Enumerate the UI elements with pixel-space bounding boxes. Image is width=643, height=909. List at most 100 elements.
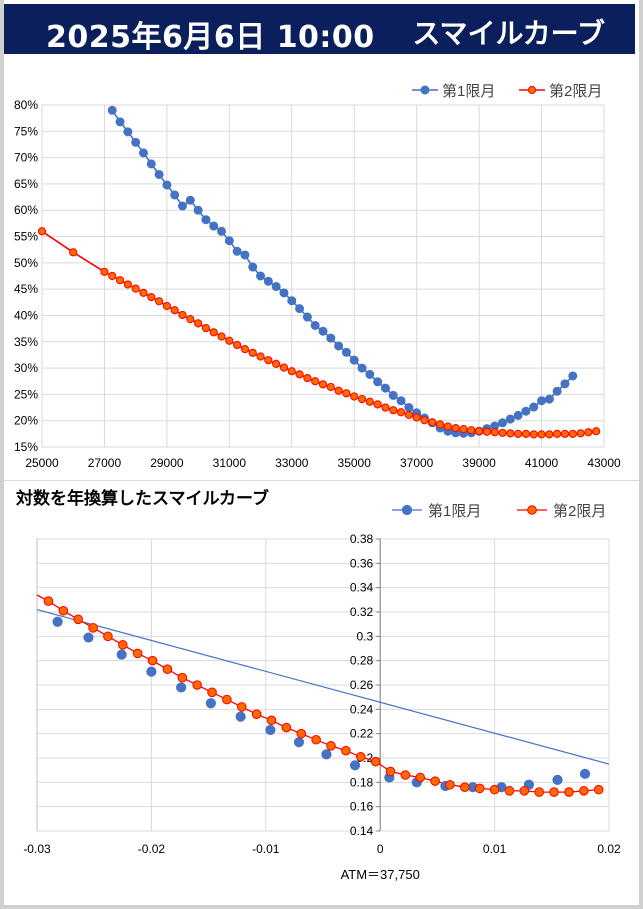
y-tick-label: 0.24 xyxy=(350,702,374,716)
data-point xyxy=(43,596,54,606)
data-point xyxy=(265,724,276,736)
data-point xyxy=(201,215,211,225)
data-point xyxy=(467,426,476,435)
data-point xyxy=(154,169,164,179)
data-point xyxy=(177,672,188,683)
data-point xyxy=(176,682,187,693)
data-point xyxy=(326,333,336,343)
data-point xyxy=(162,301,171,311)
data-point xyxy=(123,280,132,289)
y-tick-label: 45% xyxy=(14,282,38,296)
data-point xyxy=(579,786,589,796)
x-tick-label: 0.01 xyxy=(483,842,507,856)
data-point xyxy=(287,296,297,306)
data-point xyxy=(209,328,218,337)
y-tick-label: 0.18 xyxy=(350,775,374,789)
data-point xyxy=(568,371,578,381)
data-point xyxy=(217,332,226,341)
data-point xyxy=(225,336,234,345)
y-tick-label: 70% xyxy=(14,151,38,165)
data-point xyxy=(584,428,593,437)
data-point xyxy=(549,787,559,797)
data-point xyxy=(373,377,383,387)
data-point xyxy=(207,687,217,698)
data-point xyxy=(88,623,98,633)
data-point xyxy=(83,632,94,643)
data-point xyxy=(295,370,304,379)
data-point xyxy=(178,310,187,320)
legend-label: 第2限月 xyxy=(549,82,602,100)
series1-trendline xyxy=(36,608,610,765)
data-point xyxy=(108,271,117,281)
legend-label: 第2限月 xyxy=(553,502,606,520)
x-tick-label: -0.03 xyxy=(23,842,51,856)
data-point xyxy=(279,288,289,298)
data-point xyxy=(296,728,307,739)
data-point xyxy=(279,363,289,372)
data-point xyxy=(170,190,180,200)
data-point xyxy=(521,406,531,416)
y-tick-label: 75% xyxy=(14,124,38,138)
data-point xyxy=(341,347,351,357)
data-point xyxy=(474,783,485,794)
x-tick-label: 37000 xyxy=(400,456,434,470)
data-point xyxy=(380,383,390,393)
y-tick-label: 65% xyxy=(14,177,38,191)
y-tick-label: 80% xyxy=(14,98,38,112)
data-point xyxy=(506,429,515,438)
y-tick-label: 25% xyxy=(14,387,38,401)
data-point xyxy=(138,148,148,158)
data-point xyxy=(593,784,604,795)
data-point xyxy=(193,205,203,215)
data-point xyxy=(498,418,508,428)
data-point xyxy=(415,772,426,783)
x-tick-label: 39000 xyxy=(462,456,496,470)
data-point xyxy=(248,348,257,357)
data-point xyxy=(178,201,187,211)
y-tick-label: 55% xyxy=(14,230,38,244)
legend-marker xyxy=(527,85,537,95)
page-header: 2025年6月6日 10:00 スマイルカーブ xyxy=(4,4,635,55)
data-point xyxy=(544,394,554,404)
data-point xyxy=(545,430,554,439)
data-point xyxy=(281,722,292,733)
data-point xyxy=(404,403,414,413)
data-point xyxy=(357,395,367,404)
data-point xyxy=(389,406,398,415)
y-tick-label: 0.22 xyxy=(350,727,374,741)
data-point xyxy=(37,227,47,236)
data-point xyxy=(170,306,179,315)
series-line xyxy=(111,109,574,435)
y-tick-label: 15% xyxy=(14,440,38,454)
header-datetime: 2025年6月6日 10:00 xyxy=(46,20,375,55)
data-point xyxy=(154,297,164,306)
data-point xyxy=(490,428,499,437)
data-point xyxy=(287,367,296,376)
data-point xyxy=(529,402,539,412)
x-tick-label: 31000 xyxy=(213,456,247,470)
y-tick-label: 50% xyxy=(14,256,38,270)
data-point xyxy=(460,782,470,793)
data-point xyxy=(342,389,351,398)
y-tick-label: 20% xyxy=(14,414,38,428)
data-point xyxy=(233,340,242,350)
data-point xyxy=(357,363,367,373)
data-point xyxy=(217,226,227,236)
data-point xyxy=(146,159,156,169)
x-tick-label: -0.01 xyxy=(252,842,280,856)
data-point xyxy=(318,326,328,336)
data-point xyxy=(311,377,320,386)
data-point xyxy=(445,779,455,790)
data-point xyxy=(147,655,158,666)
data-point xyxy=(443,422,452,431)
data-point xyxy=(365,397,374,406)
legend-label: 第1限月 xyxy=(442,82,495,100)
legend-marker xyxy=(420,85,430,95)
data-point xyxy=(318,380,328,389)
data-point xyxy=(412,413,421,422)
data-point xyxy=(118,640,128,650)
x-tick-label: 0.02 xyxy=(597,842,621,856)
data-point xyxy=(475,427,484,436)
chart-separator xyxy=(4,480,639,481)
data-point xyxy=(147,292,156,302)
